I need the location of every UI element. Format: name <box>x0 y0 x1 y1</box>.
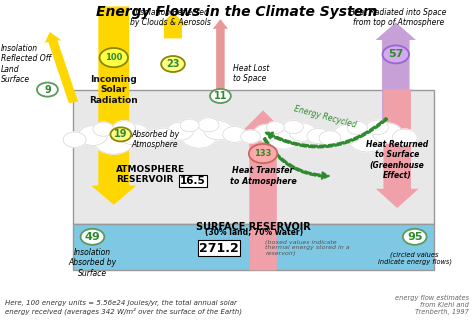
Text: Here, 100 energy units = 5.56e24 Joules/yr, the total annual solar
energy receiv: Here, 100 energy units = 5.56e24 Joules/… <box>5 300 242 315</box>
Circle shape <box>78 126 108 145</box>
Circle shape <box>249 144 277 163</box>
Circle shape <box>241 130 261 143</box>
Text: Energy Recycled: Energy Recycled <box>292 104 357 130</box>
Circle shape <box>210 89 231 103</box>
Circle shape <box>383 45 409 63</box>
FancyArrow shape <box>376 90 419 208</box>
Text: 95: 95 <box>407 232 422 242</box>
Text: SURFACE RESERVOIR: SURFACE RESERVOIR <box>196 221 311 232</box>
Text: (30% land; 70% water): (30% land; 70% water) <box>204 228 303 237</box>
Text: 11: 11 <box>214 91 227 101</box>
FancyArrow shape <box>159 13 187 38</box>
Text: Insolation
Reflected Off
Land
Surface: Insolation Reflected Off Land Surface <box>1 44 51 84</box>
Circle shape <box>113 121 136 136</box>
Text: (circled values
indicate energy flows): (circled values indicate energy flows) <box>378 251 452 265</box>
Circle shape <box>403 229 427 245</box>
Circle shape <box>334 125 361 144</box>
Circle shape <box>289 123 316 141</box>
Circle shape <box>319 131 341 146</box>
Text: Absorbed by
Atmosphere: Absorbed by Atmosphere <box>132 130 180 149</box>
Text: 23: 23 <box>166 59 180 69</box>
Circle shape <box>266 122 284 134</box>
FancyArrow shape <box>375 22 416 144</box>
Text: Incoming
Solar
Radiation: Incoming Solar Radiation <box>90 75 138 105</box>
Circle shape <box>167 122 193 140</box>
Circle shape <box>254 124 279 141</box>
Text: Heat Transfer
to Atmosphere: Heat Transfer to Atmosphere <box>230 166 296 186</box>
Text: Insolation Reflected
by Clouds & Aerosols: Insolation Reflected by Clouds & Aerosol… <box>130 8 211 28</box>
Bar <box>73 224 434 270</box>
Circle shape <box>93 122 114 136</box>
Text: energy flow estimates
from Kiehl and
Trenberth, 1997: energy flow estimates from Kiehl and Tre… <box>395 295 469 315</box>
Circle shape <box>180 119 199 132</box>
Text: 57: 57 <box>388 49 403 60</box>
Circle shape <box>392 129 417 146</box>
Text: Heat Returned
to Surface
(Greenhouse
Effect): Heat Returned to Surface (Greenhouse Eff… <box>366 140 428 180</box>
Circle shape <box>223 126 246 142</box>
Circle shape <box>366 120 388 135</box>
Text: Energy Flows in the Climate System: Energy Flows in the Climate System <box>96 5 378 19</box>
Circle shape <box>63 132 86 148</box>
Circle shape <box>110 127 131 141</box>
FancyArrow shape <box>213 19 228 90</box>
Text: (boxed values indicate
thermal energy stored in a
reservoir): (boxed values indicate thermal energy st… <box>265 240 350 256</box>
Circle shape <box>140 130 166 148</box>
Circle shape <box>153 128 174 142</box>
Text: Heat Lost
to Space: Heat Lost to Space <box>233 64 270 83</box>
Text: 19: 19 <box>114 129 128 140</box>
Circle shape <box>161 56 185 72</box>
FancyArrow shape <box>91 6 136 205</box>
Circle shape <box>373 123 402 143</box>
Circle shape <box>81 229 104 245</box>
Circle shape <box>267 126 301 149</box>
Circle shape <box>283 120 303 134</box>
Text: 49: 49 <box>84 232 100 242</box>
Text: 9: 9 <box>44 84 51 95</box>
Circle shape <box>94 127 134 154</box>
Circle shape <box>307 129 329 144</box>
Text: 16.5: 16.5 <box>180 176 206 186</box>
FancyArrowPatch shape <box>265 118 387 148</box>
Bar <box>73 90 434 224</box>
Circle shape <box>37 83 58 97</box>
Text: Heat Radiated into Space
from top of Atmosphere: Heat Radiated into Space from top of Atm… <box>349 8 447 28</box>
Text: 100: 100 <box>105 53 122 62</box>
Circle shape <box>100 48 128 67</box>
Circle shape <box>119 124 150 145</box>
Circle shape <box>347 121 367 135</box>
FancyArrow shape <box>241 110 285 270</box>
Circle shape <box>348 126 386 152</box>
Circle shape <box>204 121 232 140</box>
Text: 271.2: 271.2 <box>199 242 239 254</box>
Text: Insolation
Absorbed by
Surface: Insolation Absorbed by Surface <box>68 248 117 278</box>
Circle shape <box>198 118 219 132</box>
Text: ATMOSPHERE
RESERVOIR: ATMOSPHERE RESERVOIR <box>116 165 185 184</box>
FancyArrow shape <box>45 32 78 103</box>
FancyArrowPatch shape <box>264 138 329 179</box>
Circle shape <box>181 124 217 148</box>
Text: 133: 133 <box>255 149 272 158</box>
